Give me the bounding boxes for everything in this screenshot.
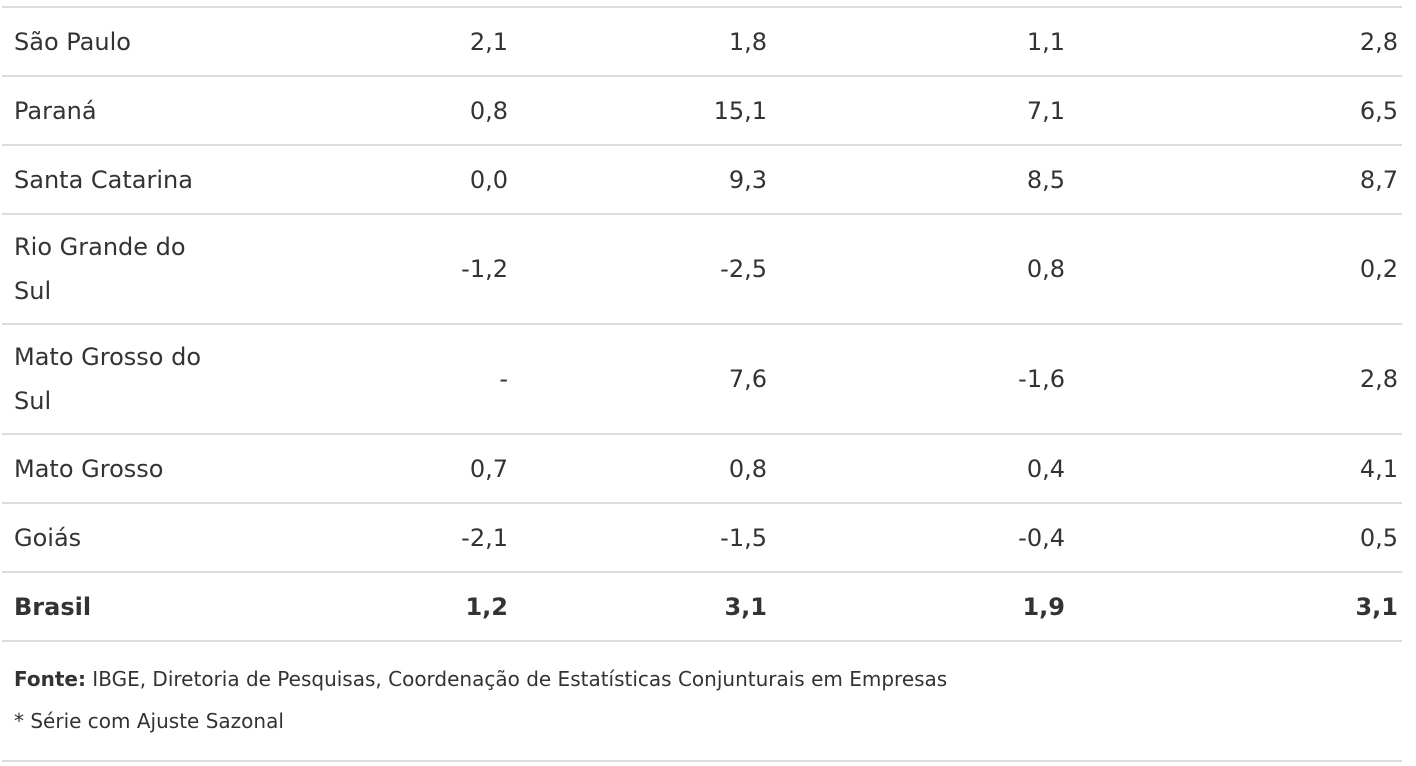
row-label: Mato Grosso bbox=[14, 454, 164, 483]
source-note: Fonte: IBGE, Diretoria de Pesquisas, Coo… bbox=[14, 658, 1402, 700]
table-row: Rio Grande do Sul -1,2 -2,5 0,8 0,2 bbox=[2, 214, 1402, 324]
table-cell: 15,1 bbox=[713, 96, 767, 125]
table-row: Mato Grosso 0,7 0,8 0,4 4,1 bbox=[2, 434, 1402, 503]
table-cell: 0,2 bbox=[1359, 255, 1398, 283]
table-cell: 0,8 bbox=[469, 96, 508, 125]
table-cell: 0,4 bbox=[1026, 454, 1065, 483]
table-cell: 3,1 bbox=[1355, 592, 1398, 621]
table-row: Santa Catarina 0,0 9,3 8,5 8,7 bbox=[2, 145, 1402, 214]
table-cell: 1,1 bbox=[1026, 27, 1065, 56]
table-cell: 2,1 bbox=[469, 27, 508, 56]
source-text: IBGE, Diretoria de Pesquisas, Coordenaçã… bbox=[85, 667, 948, 691]
table-body: São Paulo 2,1 1,8 1,1 2,8 Paraná 0,8 15,1 7,1 6,5… bbox=[2, 7, 1402, 641]
row-label: Goiás bbox=[14, 523, 82, 552]
table-row: Paraná 0,8 15,1 7,1 6,5 bbox=[2, 76, 1402, 145]
table-row: Mato Grosso do Sul - 7,6 -1,6 2,8 bbox=[2, 324, 1402, 434]
row-label: Mato Grosso do Sul bbox=[14, 343, 201, 415]
table-notes: Fonte: IBGE, Diretoria de Pesquisas, Coo… bbox=[2, 642, 1402, 762]
table-cell: -2,1 bbox=[461, 523, 508, 552]
table-cell: 8,7 bbox=[1359, 165, 1398, 194]
table-cell: 0,8 bbox=[1026, 255, 1065, 283]
row-label: Paraná bbox=[14, 96, 97, 125]
table-cell: 3,1 bbox=[724, 592, 767, 621]
table-cell: -1,5 bbox=[720, 523, 767, 552]
table-cell: 1,9 bbox=[1022, 592, 1065, 621]
table-cell: 0,8 bbox=[728, 454, 767, 483]
row-label: São Paulo bbox=[14, 27, 131, 56]
data-table: São Paulo 2,1 1,8 1,1 2,8 Paraná 0,8 15,1 7,1 6,5… bbox=[2, 6, 1402, 642]
table-cell: -1,6 bbox=[1018, 365, 1065, 393]
row-label: Santa Catarina bbox=[14, 165, 193, 194]
table-cell: 1,8 bbox=[728, 27, 767, 56]
table-cell: 7,1 bbox=[1026, 96, 1065, 125]
table-cell: -1,2 bbox=[461, 255, 508, 283]
table-cell: 0,5 bbox=[1359, 523, 1398, 552]
table-cell: 4,1 bbox=[1359, 454, 1398, 483]
table-row: Goiás -2,1 -1,5 -0,4 0,5 bbox=[2, 503, 1402, 572]
table-cell: 2,8 bbox=[1359, 365, 1398, 393]
table-cell: 8,5 bbox=[1026, 165, 1065, 194]
table-cell: 1,2 bbox=[465, 592, 508, 621]
source-label: Fonte: bbox=[14, 667, 86, 691]
footnote: * Série com Ajuste Sazonal bbox=[14, 709, 284, 733]
table-cell: 6,5 bbox=[1359, 96, 1398, 125]
row-label: Brasil bbox=[14, 592, 92, 621]
table-cell: 7,6 bbox=[728, 365, 767, 393]
table-cell: 0,7 bbox=[469, 454, 508, 483]
table-cell: 9,3 bbox=[728, 165, 767, 194]
table-cell: - bbox=[499, 365, 508, 393]
table-cell: 2,8 bbox=[1359, 27, 1398, 56]
row-label: Rio Grande do Sul bbox=[14, 233, 186, 305]
table-cell: -2,5 bbox=[720, 255, 767, 283]
table-cell: -0,4 bbox=[1018, 523, 1065, 552]
table-row-total: Brasil 1,2 3,1 1,9 3,1 bbox=[2, 572, 1402, 641]
table-row: São Paulo 2,1 1,8 1,1 2,8 bbox=[2, 7, 1402, 76]
table-cell: 0,0 bbox=[469, 165, 508, 194]
